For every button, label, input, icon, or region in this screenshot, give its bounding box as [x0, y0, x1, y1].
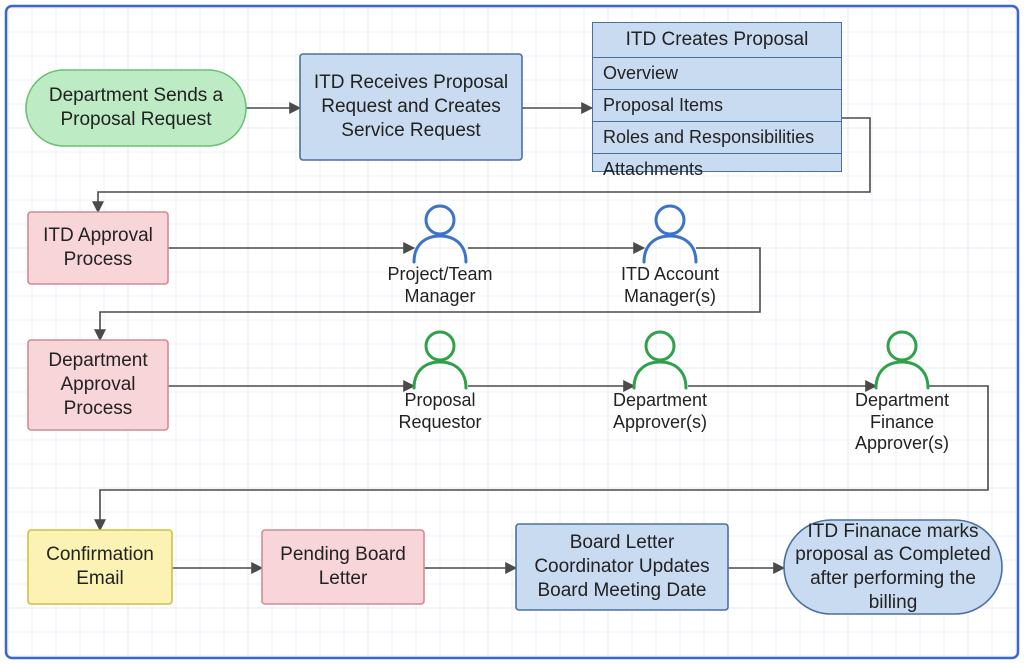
node-itd-finance-completed-label: ITD Finanace marks proposal as Completed… [792, 520, 994, 615]
proposal-table-row: Proposal Items [593, 90, 841, 122]
actor-label: Department Approver(s) [585, 390, 735, 433]
node-itd-creates-proposal: ITD Creates ProposalOverviewProposal Ite… [592, 22, 842, 172]
node-board-letter-update: Board Letter Coordinator Updates Board M… [516, 524, 728, 610]
node-pending-board-letter-label: Pending Board Letter [270, 543, 416, 591]
node-dept-approval-label: Department Approval Process [36, 349, 160, 420]
node-start-label: Department Sends a Proposal Request [34, 84, 238, 132]
proposal-table-row: Roles and Responsibilities [593, 122, 841, 154]
node-confirmation-email: Confirmation Email [28, 530, 172, 604]
actor-label-text: Project/Team Manager [387, 264, 492, 306]
actor-label-text: Department Finance Approver(s) [855, 390, 949, 453]
actor-label: Project/Team Manager [365, 264, 515, 307]
node-itd-receives-label: ITD Receives Proposal Request and Create… [308, 71, 514, 142]
node-start: Department Sends a Proposal Request [26, 70, 246, 146]
node-itd-finance-completed: ITD Finanace marks proposal as Completed… [784, 520, 1002, 614]
actor-label-text: Proposal Requestor [398, 390, 481, 432]
proposal-table-row: Overview [593, 58, 841, 90]
actor-icon [644, 206, 696, 262]
node-itd-receives: ITD Receives Proposal Request and Create… [300, 54, 522, 160]
actor-label: ITD Account Manager(s) [590, 264, 750, 307]
actor-label: Department Finance Approver(s) [832, 390, 972, 455]
proposal-table-header: ITD Creates Proposal [593, 23, 841, 58]
node-confirmation-email-label: Confirmation Email [36, 543, 164, 591]
node-itd-approval-label: ITD Approval Process [36, 224, 160, 272]
actor-icon [634, 332, 686, 388]
node-itd-approval: ITD Approval Process [28, 212, 168, 284]
actor-label-text: Department Approver(s) [613, 390, 707, 432]
edges [98, 108, 988, 568]
node-pending-board-letter: Pending Board Letter [262, 530, 424, 604]
actor-label: Proposal Requestor [365, 390, 515, 433]
actor-label-text: ITD Account Manager(s) [621, 264, 719, 306]
node-dept-approval: Department Approval Process [28, 340, 168, 430]
proposal-table-row: Attachments [593, 154, 841, 185]
node-board-letter-update-label: Board Letter Coordinator Updates Board M… [524, 531, 720, 602]
